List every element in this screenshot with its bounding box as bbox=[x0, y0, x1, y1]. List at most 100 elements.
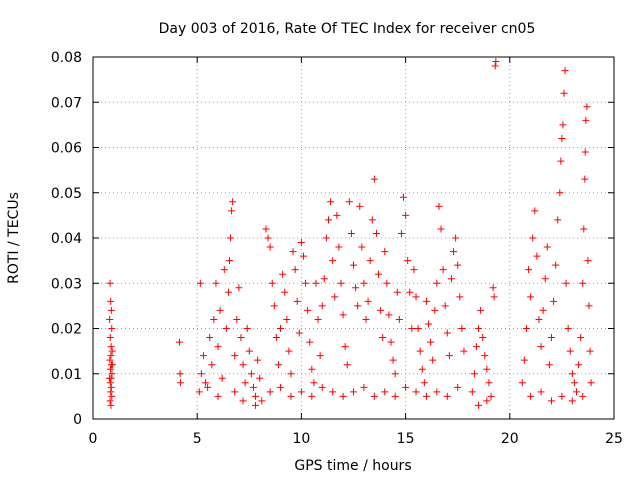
data-point bbox=[582, 116, 590, 124]
data-point bbox=[420, 379, 428, 387]
data-point bbox=[410, 266, 418, 274]
data-point bbox=[439, 266, 447, 274]
data-point bbox=[433, 388, 441, 396]
data-point bbox=[335, 243, 343, 251]
data-point bbox=[308, 365, 316, 373]
data-point bbox=[402, 383, 410, 391]
data-point bbox=[264, 234, 272, 242]
data-point bbox=[197, 370, 205, 378]
data-point bbox=[454, 383, 462, 391]
data-point bbox=[452, 234, 460, 242]
data-points bbox=[105, 58, 595, 409]
data-point bbox=[285, 347, 293, 355]
data-point bbox=[231, 352, 239, 360]
data-point bbox=[395, 315, 403, 323]
data-point bbox=[572, 388, 580, 396]
data-point bbox=[408, 325, 416, 332]
data-point bbox=[564, 325, 572, 332]
data-point bbox=[318, 383, 326, 391]
data-point bbox=[329, 388, 337, 396]
data-point bbox=[107, 343, 115, 351]
data-point bbox=[547, 397, 555, 405]
data-point bbox=[518, 379, 526, 387]
x-tick-label: 15 bbox=[397, 431, 415, 447]
data-point bbox=[206, 334, 214, 342]
data-point bbox=[106, 334, 114, 342]
data-point bbox=[295, 329, 303, 337]
data-point bbox=[559, 121, 567, 129]
data-point bbox=[422, 392, 430, 400]
data-point bbox=[299, 252, 307, 260]
data-point bbox=[107, 365, 115, 373]
data-point bbox=[233, 315, 241, 323]
data-point bbox=[429, 356, 437, 364]
data-point bbox=[258, 397, 266, 405]
data-point bbox=[274, 361, 282, 369]
data-point bbox=[316, 352, 324, 360]
data-point bbox=[568, 370, 576, 378]
grid bbox=[93, 57, 614, 419]
data-point bbox=[245, 347, 253, 355]
data-point bbox=[483, 365, 491, 373]
data-point bbox=[402, 211, 410, 219]
data-point bbox=[222, 325, 230, 332]
data-point bbox=[479, 334, 487, 342]
data-point bbox=[529, 234, 537, 242]
x-axis-label: GPS time / hours bbox=[294, 458, 411, 474]
data-point bbox=[210, 315, 218, 323]
data-point bbox=[489, 284, 497, 292]
data-point bbox=[106, 397, 114, 405]
data-point bbox=[220, 266, 228, 274]
data-point bbox=[312, 279, 320, 287]
data-point bbox=[475, 401, 483, 409]
data-point bbox=[358, 243, 366, 251]
data-point bbox=[579, 392, 587, 400]
data-point bbox=[561, 67, 569, 75]
data-point bbox=[372, 229, 380, 237]
data-point bbox=[379, 334, 387, 342]
data-point bbox=[106, 379, 114, 387]
data-point bbox=[554, 216, 562, 224]
data-point bbox=[268, 279, 276, 287]
data-point bbox=[352, 284, 360, 292]
data-point bbox=[262, 225, 270, 233]
data-point bbox=[302, 279, 310, 287]
data-point bbox=[247, 370, 255, 378]
data-point bbox=[404, 257, 412, 265]
data-point bbox=[252, 392, 260, 400]
x-axis-ticks: 0 5 10 15 20 25 bbox=[89, 57, 623, 447]
data-point bbox=[552, 261, 560, 269]
data-point bbox=[558, 392, 566, 400]
data-point bbox=[252, 401, 260, 409]
data-point bbox=[105, 374, 113, 382]
data-point bbox=[527, 293, 535, 301]
data-point bbox=[350, 261, 357, 269]
data-point bbox=[306, 338, 314, 346]
data-point bbox=[107, 388, 115, 396]
data-point bbox=[389, 356, 397, 364]
data-point bbox=[354, 302, 362, 310]
data-point bbox=[545, 361, 553, 369]
data-point bbox=[400, 193, 408, 201]
data-point bbox=[320, 275, 328, 283]
data-point bbox=[108, 347, 116, 355]
data-point bbox=[199, 352, 207, 360]
data-point bbox=[279, 270, 287, 278]
data-point bbox=[327, 198, 335, 206]
data-point bbox=[360, 383, 368, 391]
data-point bbox=[107, 297, 115, 305]
data-point bbox=[341, 343, 349, 351]
data-point bbox=[412, 388, 420, 396]
data-point bbox=[458, 325, 466, 332]
data-point bbox=[254, 356, 262, 364]
data-point bbox=[558, 134, 566, 142]
data-point bbox=[196, 279, 204, 287]
data-point bbox=[214, 343, 222, 351]
data-point bbox=[543, 243, 551, 251]
data-point bbox=[329, 257, 337, 265]
data-point bbox=[177, 379, 185, 387]
data-point bbox=[585, 302, 593, 310]
y-tick-label: 0.04 bbox=[51, 231, 82, 247]
data-point bbox=[239, 361, 247, 369]
y-axis-label: ROTI / TECUs bbox=[6, 192, 22, 284]
